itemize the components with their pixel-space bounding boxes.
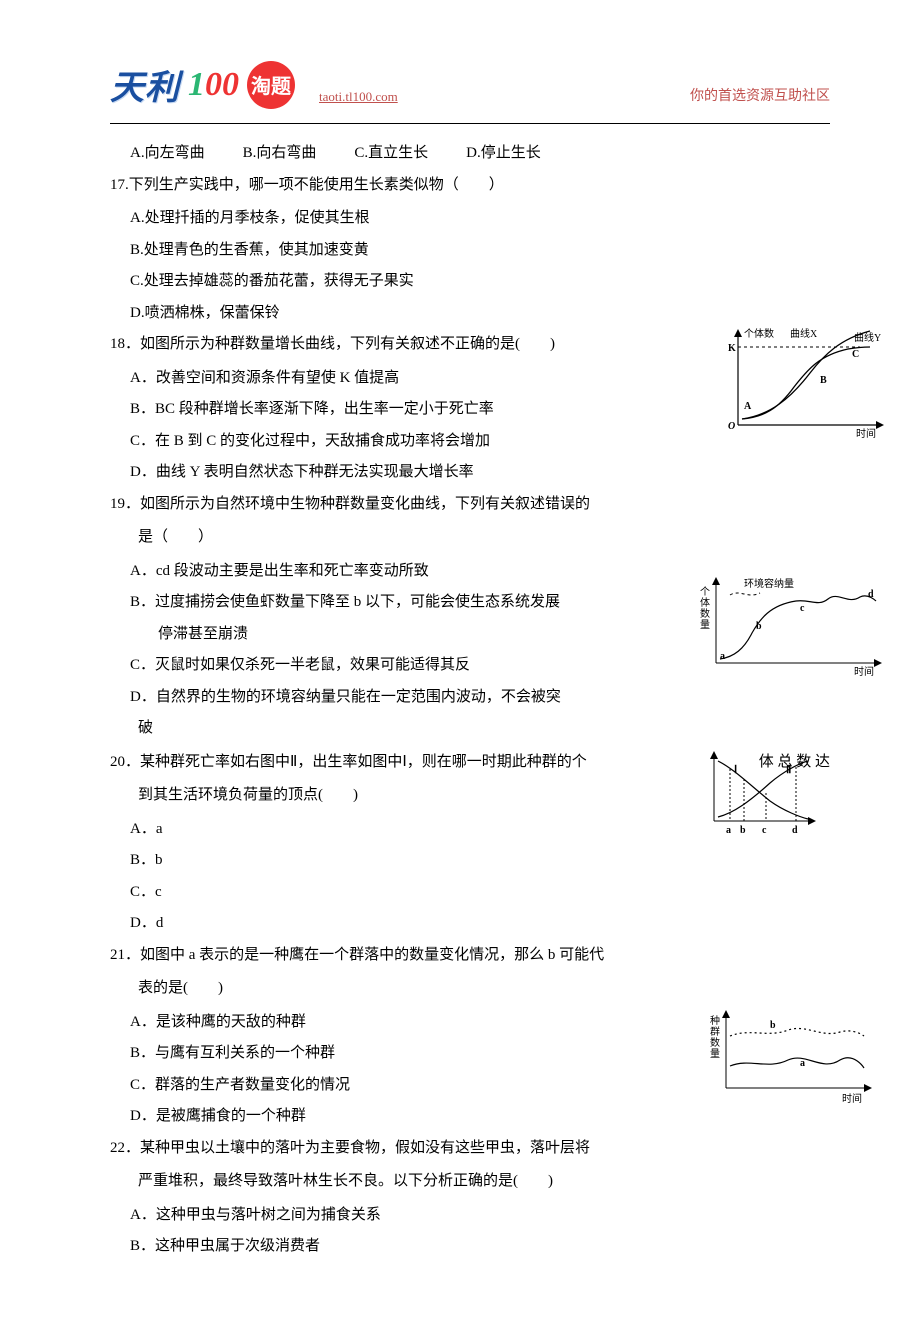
q21-fig-ylabel: 种群数量 xyxy=(710,1014,720,1060)
q21-fig-b: b xyxy=(770,1020,776,1031)
header-slogan: 你的首选资源互助社区 xyxy=(690,85,830,105)
q20-d: D．d xyxy=(130,908,770,940)
brand-digit-0a: 0 xyxy=(205,66,222,103)
q19-d2: 破 xyxy=(110,713,830,745)
q19-stem1: 19．如图所示为自然环境中生物种群数量变化曲线，下列有关叙述错误的 xyxy=(110,489,830,521)
q19-stem2: 是（ ） xyxy=(110,522,830,554)
pre-opt-d: D.停止生长 xyxy=(466,138,541,170)
q19-fig-b: b xyxy=(756,621,762,632)
q18-fig-a: A xyxy=(744,401,752,412)
brand-digits: 100 xyxy=(188,66,239,104)
pre-opt-c: C.直立生长 xyxy=(354,138,428,170)
q19-d1: D．自然界的生物的环境容纳量只能在一定范围内波动，不会被突 xyxy=(130,682,830,714)
q22: 22．某种甲虫以土壤中的落叶为主要食物，假如没有这些甲虫，落叶层将 严重堆积，最… xyxy=(110,1133,830,1263)
brand-digit-1: 1 xyxy=(188,66,205,103)
pre-options-row: A.向左弯曲 B.向右弯曲 C.直立生长 D.停止生长 xyxy=(110,138,830,170)
q22-stem1: 22．某种甲虫以土壤中的落叶为主要食物，假如没有这些甲虫，落叶层将 xyxy=(110,1133,830,1165)
q21-fig-a: a xyxy=(800,1058,805,1069)
q22-stem2: 严重堆积，最终导致落叶林生长不良。以下分析正确的是( ) xyxy=(110,1166,830,1198)
header-sub: taoti.tl100.com 你的首选资源互助社区 xyxy=(319,85,830,109)
q20-stem1: 20．某种群死亡率如右图中Ⅱ，出生率如图中Ⅰ，则在哪一时期此种群的个 xyxy=(110,747,587,779)
q18-fig-curvey: 曲线Y xyxy=(854,331,881,344)
q18-figure: 个体数 曲线X 曲线Y K C B A O 时间 xyxy=(720,325,890,445)
q17-stem: 17.下列生产实践中，哪一项不能使用生长素类似物（ ） xyxy=(110,170,830,202)
q22-b: B．这种甲虫属于次级消费者 xyxy=(130,1231,830,1263)
taoti-badge: 淘题 xyxy=(247,61,295,109)
q21-figure: 种群数量 b a 时间 xyxy=(710,1010,880,1110)
q21-stem2: 表的是( ) xyxy=(110,973,830,1005)
q20-fig-d: d xyxy=(792,825,798,836)
q20-fig-i: Ⅰ xyxy=(734,764,737,776)
q21: 21．如图中 a 表示的是一种鹰在一个群落中的数量变化情况，那么 b 可能代 表… xyxy=(110,940,830,1133)
q20-c: C．c xyxy=(130,877,770,909)
brand-digit-0b: 0 xyxy=(222,66,239,103)
q18-d: D．曲线 Y 表明自然状态下种群无法实现最大增长率 xyxy=(130,457,830,489)
q17-a: A.处理扦插的月季枝条，促使其生根 xyxy=(130,203,830,235)
q20-figure: Ⅰ Ⅱ a b c d xyxy=(700,751,820,841)
q20-b: B．b xyxy=(130,845,770,877)
pre-opt-b: B.向右弯曲 xyxy=(243,138,317,170)
q22-a: A．这种甲虫与落叶树之间为捕食关系 xyxy=(130,1200,830,1232)
header-divider xyxy=(110,123,830,124)
q18-fig-k: K xyxy=(728,343,736,354)
q19-fig-env: 环境容纳量 xyxy=(744,577,794,590)
q18: 18．如图所示为种群数量增长曲线，下列有关叙述不正确的是( ) A．改善空间和资… xyxy=(110,329,830,489)
q19-figure: 个体数量 环境容纳量 a b c d 时间 xyxy=(700,575,890,685)
page-header: 天利 100 淘题 taoti.tl100.com 你的首选资源互助社区 xyxy=(110,60,830,109)
header-url: taoti.tl100.com xyxy=(319,89,398,105)
q21-fig-xlabel: 时间 xyxy=(842,1092,862,1105)
q19-fig-xlabel: 时间 xyxy=(854,665,874,678)
brand-name: 天利 xyxy=(110,60,180,109)
q19-fig-ylabel: 个体数量 xyxy=(700,586,710,631)
q19-fig-d: d xyxy=(868,589,874,600)
brand-logo: 天利 100 淘题 xyxy=(110,60,295,109)
q20-a: A．a xyxy=(130,814,770,846)
q19-fig-c: c xyxy=(800,603,805,614)
q19: 19．如图所示为自然环境中生物种群数量变化曲线，下列有关叙述错误的 是（ ） A… xyxy=(110,489,830,745)
q20-fig-ii: Ⅱ xyxy=(786,764,791,776)
q21-stem1: 21．如图中 a 表示的是一种鹰在一个群落中的数量变化情况，那么 b 可能代 xyxy=(110,940,830,972)
q17-b: B.处理青色的生香蕉，使其加速变黄 xyxy=(130,235,830,267)
q20-fig-a: a xyxy=(726,825,731,836)
q18-fig-o: O xyxy=(728,421,735,432)
document-body: A.向左弯曲 B.向右弯曲 C.直立生长 D.停止生长 17.下列生产实践中，哪… xyxy=(110,138,830,1263)
pre-opt-a: A.向左弯曲 xyxy=(130,138,205,170)
q18-fig-xlabel: 时间 xyxy=(856,427,876,440)
q17: 17.下列生产实践中，哪一项不能使用生长素类似物（ ） A.处理扦插的月季枝条，… xyxy=(110,170,830,330)
q17-c: C.处理去掉雄蕊的番茄花蕾，获得无子果实 xyxy=(130,266,830,298)
q18-fig-b: B xyxy=(820,375,827,386)
q20-fig-b: b xyxy=(740,825,746,836)
q19-fig-a: a xyxy=(720,651,725,662)
q18-fig-c: C xyxy=(852,349,859,360)
q18-fig-curvex: 曲线X xyxy=(790,327,818,340)
q20: 20．某种群死亡率如右图中Ⅱ，出生率如图中Ⅰ，则在哪一时期此种群的个 体 总 数… xyxy=(110,747,830,940)
q20-fig-c: c xyxy=(762,825,767,836)
q18-fig-ylabel: 个体数 xyxy=(744,327,774,340)
